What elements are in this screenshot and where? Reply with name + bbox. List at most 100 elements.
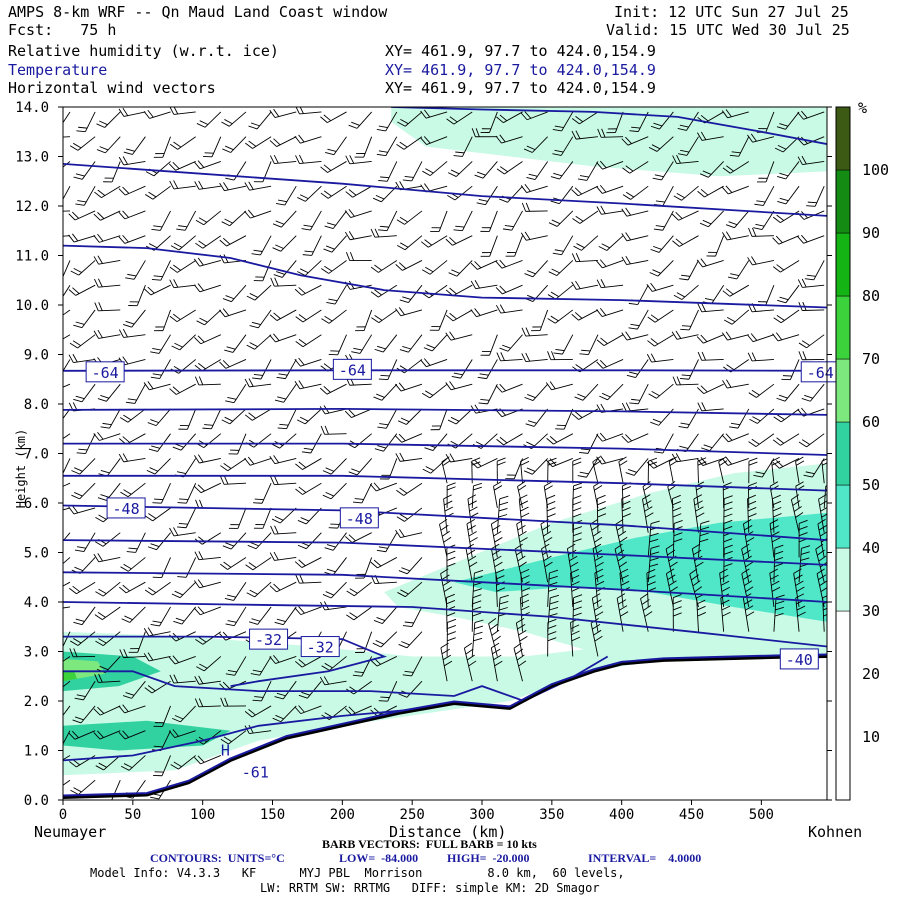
wind-barb [496, 495, 509, 533]
wind-barb [118, 234, 146, 244]
wind-barb [626, 359, 649, 378]
wind-barb [577, 458, 599, 478]
wind-barb [480, 111, 498, 133]
init-time: Init: 12 UTC Sun 27 Jul 25 [614, 3, 849, 21]
wind-barb [402, 606, 423, 627]
wind-barb [696, 334, 724, 344]
wind-barb [68, 730, 96, 740]
wind-barb [477, 359, 498, 380]
colorbar-tick-label: 20 [862, 665, 880, 683]
wind-barb [673, 185, 699, 201]
wind-barb [151, 260, 171, 281]
wind-barb [593, 481, 603, 509]
contour-label-text: -64 [807, 364, 834, 382]
wind-barb [696, 457, 724, 466]
wind-barb [423, 334, 448, 352]
y-tick-label: 11.0 [15, 249, 49, 265]
wind-barb [625, 458, 649, 476]
wind-barb [69, 648, 96, 658]
wind-barb [294, 705, 322, 715]
wind-barb [63, 482, 71, 487]
wind-barb [174, 458, 197, 478]
wind-barb [396, 482, 423, 496]
wind-barb [548, 210, 574, 227]
wind-barb [153, 309, 171, 332]
wind-barb [421, 284, 448, 299]
colorbar-bin [835, 358, 851, 423]
wind-barb [596, 160, 624, 170]
wind-barb [354, 136, 373, 158]
wind-barb [320, 185, 347, 199]
wind-barb [355, 309, 373, 332]
wind-barb [248, 111, 272, 130]
x-tick-label: 350 [539, 807, 564, 823]
wind-barb [803, 458, 825, 478]
wind-barb [402, 161, 423, 182]
wind-barb [143, 109, 171, 119]
wind-barb [697, 131, 724, 141]
wind-barb [302, 235, 322, 256]
wind-barb [220, 730, 247, 745]
wind-barb [123, 136, 146, 155]
wind-barb [471, 128, 498, 138]
wind-barb [621, 433, 649, 443]
wind-barb [515, 617, 528, 657]
wind-barb [294, 284, 322, 296]
wind-barb [572, 210, 599, 224]
field-xy-wind: XY= 461.9, 97.7 to 424.0,154.9 [385, 79, 656, 97]
wind-barb [118, 185, 146, 196]
wind-barb [517, 481, 527, 509]
wind-barb [496, 352, 523, 362]
wind-barb [570, 568, 581, 607]
wind-barb [502, 210, 523, 231]
contour-label-text: -32 [307, 639, 334, 657]
wind-barb [397, 581, 423, 598]
colorbar-bin [835, 610, 851, 801]
wind-barb [295, 458, 322, 470]
wind-barb [421, 260, 448, 275]
wind-barb [524, 260, 548, 278]
wind-barb [171, 334, 196, 351]
wind-barb [672, 594, 682, 632]
wind-barb [225, 383, 247, 404]
wind-barb [168, 161, 196, 171]
contour-label-text: -64 [92, 364, 119, 382]
wind-barb [153, 705, 171, 727]
wind-barb [374, 433, 398, 452]
wind-barb [320, 111, 347, 123]
wind-barb [147, 408, 171, 427]
wind-barb [552, 111, 574, 132]
wind-barb [118, 704, 146, 714]
wind-barb [516, 518, 528, 558]
wind-barb [63, 507, 71, 511]
wind-barb [741, 568, 754, 608]
wind-barb [63, 359, 71, 372]
wind-barb [699, 210, 724, 228]
wind-barb [606, 111, 624, 134]
wind-barb [196, 111, 222, 128]
wind-barb [269, 108, 297, 118]
wind-barb [152, 557, 171, 579]
terrain-line-upper [63, 653, 827, 797]
wind-barb [221, 111, 247, 127]
wind-barb [723, 495, 733, 533]
wind-barb [723, 544, 733, 583]
wind-barb [697, 402, 724, 412]
wind-barb [169, 136, 196, 150]
wind-barb [689, 568, 703, 608]
contour-label-text: -64 [339, 361, 366, 379]
field-name-wind: Horizontal wind vectors [8, 79, 216, 97]
temperature-contour [63, 707, 427, 762]
wind-barb [63, 185, 71, 201]
wind-barb [294, 557, 322, 568]
wind-barb [396, 235, 423, 251]
wind-barb [222, 284, 247, 303]
wind-barb [798, 519, 808, 558]
wind-barb [546, 433, 574, 445]
wind-barb [68, 284, 96, 296]
wind-barb [474, 161, 498, 179]
wind-barb [370, 557, 398, 569]
wind-barb [579, 334, 599, 356]
wind-barb [274, 680, 297, 700]
y-tick-label: 10.0 [15, 298, 49, 314]
